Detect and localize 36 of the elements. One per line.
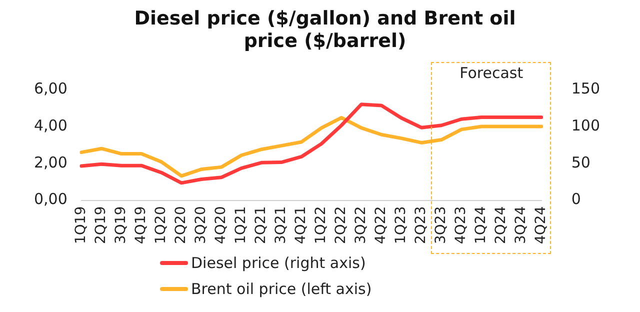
y2-tick-label: 50 <box>571 153 590 172</box>
x-tick-label: 1Q24 <box>473 206 490 244</box>
y2-tick-label: 100 <box>571 116 600 134</box>
legend-label: Brent oil price (left axis) <box>191 280 372 298</box>
y2-tick-label: 0 <box>571 190 581 208</box>
x-tick-label: 3Q19 <box>113 206 130 244</box>
y-tick-label: 6,00 <box>34 79 68 98</box>
x-tick-label: 2Q20 <box>173 206 190 244</box>
x-tick-label: 3Q22 <box>353 206 370 244</box>
x-tick-label: 1Q20 <box>153 206 170 244</box>
x-tick-label: 3Q24 <box>513 206 530 244</box>
x-tick-label: 1Q21 <box>233 206 250 244</box>
x-tick-label: 1Q19 <box>73 206 90 244</box>
x-tick-label: 2Q22 <box>333 206 350 244</box>
y-tick-label: 0,00 <box>34 190 68 208</box>
x-tick-label: 4Q21 <box>293 206 310 244</box>
x-tick-label: 2Q19 <box>93 206 110 244</box>
chart-title: Diesel price ($/gallon) and Brent oil price ($/barrel) <box>134 7 516 52</box>
x-tick-label: 2Q24 <box>493 206 510 244</box>
x-tick-label: 4Q23 <box>453 206 470 244</box>
x-tick-label: 1Q23 <box>393 206 410 244</box>
x-tick-label: 4Q19 <box>133 206 150 244</box>
x-tick-label: 4Q20 <box>213 206 230 244</box>
y-tick-label: 2,00 <box>34 153 68 172</box>
x-tick-label: 3Q20 <box>193 206 210 244</box>
x-tick-label: 2Q23 <box>413 206 430 244</box>
x-tick-label: 3Q21 <box>273 206 290 244</box>
text: Forecast <box>460 64 524 82</box>
x-tick-label: 1Q22 <box>313 206 330 244</box>
x-tick-label: 4Q24 <box>533 206 550 244</box>
y-tick-label: 4,00 <box>34 116 68 134</box>
legend-label: Diesel price (right axis) <box>191 254 366 272</box>
x-tick-label: 2Q21 <box>253 206 270 244</box>
x-tick-label: 3Q23 <box>433 206 450 244</box>
x-tick-label: 4Q22 <box>373 206 390 244</box>
y2-tick-label: 150 <box>571 79 600 98</box>
